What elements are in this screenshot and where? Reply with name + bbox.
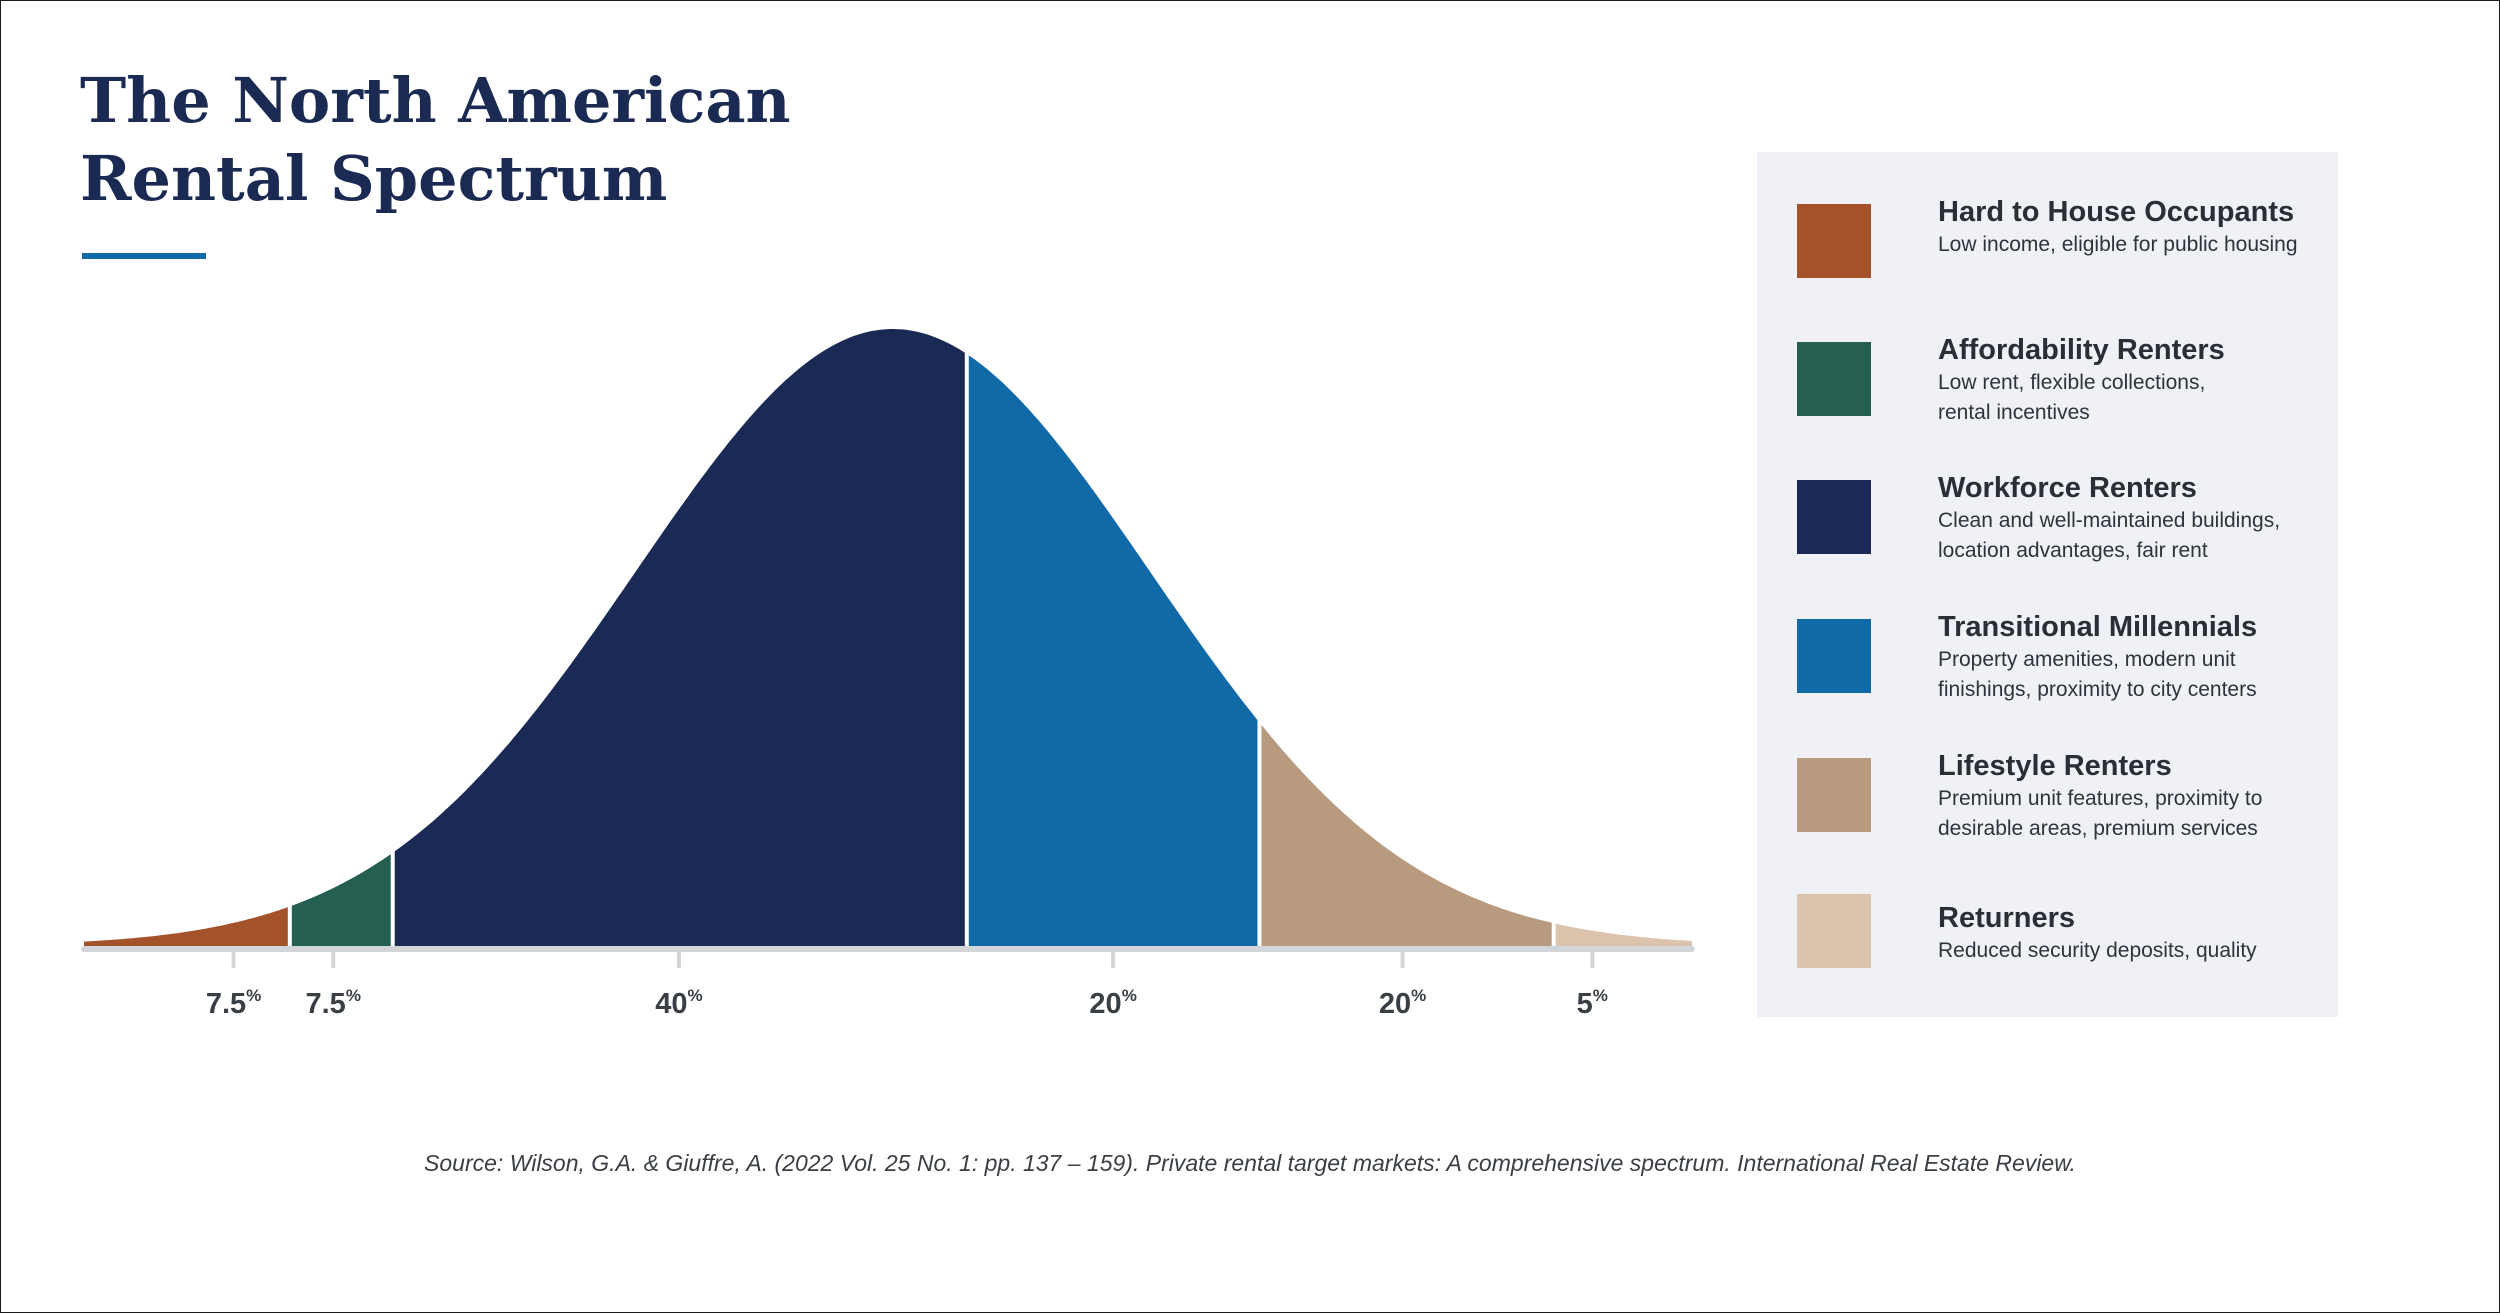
legend-panel: Hard to House Occupants Low income, elig… bbox=[1757, 152, 2338, 1017]
legend-title: Transitional Millennials bbox=[1938, 611, 2258, 643]
legend-desc: Reduced security deposits, quality bbox=[1938, 939, 2257, 962]
legend-desc: Low income, eligible for public housing bbox=[1938, 233, 2298, 256]
legend-title: Returners bbox=[1938, 902, 2075, 934]
legend-desc: Clean and well-maintained buildings, bbox=[1938, 509, 2281, 532]
curve-segment-affordability-renters bbox=[289, 852, 393, 946]
legend-title: Workforce Renters bbox=[1938, 472, 2197, 504]
x-tick-label: 20% bbox=[1379, 986, 1426, 1020]
page-title: The North American Rental Spectrum bbox=[80, 62, 880, 218]
curve-segment-transitional-millennials bbox=[966, 354, 1260, 946]
curve-segments bbox=[84, 329, 1692, 946]
legend-desc: Property amenities, modern unit bbox=[1938, 648, 2236, 671]
legend-swatch-hard-to-house bbox=[1797, 204, 1871, 278]
legend-swatch-lifestyle bbox=[1797, 758, 1871, 832]
curve-segment-workforce-renters bbox=[392, 329, 967, 946]
title-line-1: The North American bbox=[80, 64, 791, 137]
legend-desc: finishings, proximity to city centers bbox=[1938, 678, 2257, 701]
legend-title: Lifestyle Renters bbox=[1938, 750, 2172, 782]
segment-separators bbox=[287, 351, 1556, 946]
legend-title: Hard to House Occupants bbox=[1938, 196, 2295, 228]
legend-swatch-workforce bbox=[1797, 480, 1871, 554]
x-axis-ticks: 7.5% 7.5% 40% 20% 20% 5% bbox=[206, 952, 1608, 1020]
x-tick-label: 20% bbox=[1089, 986, 1136, 1020]
legend-swatch-returners bbox=[1797, 894, 1871, 968]
curve-segment-returners bbox=[1553, 923, 1692, 946]
legend-desc: rental incentives bbox=[1938, 401, 2090, 424]
legend-swatch-transitional bbox=[1797, 619, 1871, 693]
legend-desc: Low rent, flexible collections, bbox=[1938, 371, 2206, 394]
x-tick-label: 7.5% bbox=[206, 986, 261, 1020]
curve-segment-lifestyle-renters bbox=[1259, 722, 1554, 946]
x-tick-label: 5% bbox=[1577, 986, 1608, 1020]
x-tick-label: 7.5% bbox=[306, 986, 361, 1020]
legend-desc: Premium unit features, proximity to bbox=[1938, 787, 2263, 810]
title-accent-rule bbox=[82, 253, 206, 259]
curve-segment-hard-to-house-occupants bbox=[84, 906, 290, 946]
legend-swatch-affordability bbox=[1797, 342, 1871, 416]
legend-title: Affordability Renters bbox=[1938, 334, 2225, 366]
title-line-2: Rental Spectrum bbox=[80, 142, 668, 215]
legend-desc: desirable areas, premium services bbox=[1938, 817, 2258, 840]
source-citation: Source: Wilson, G.A. & Giuffre, A. (2022… bbox=[424, 1150, 2076, 1176]
legend-desc: location advantages, fair rent bbox=[1938, 539, 2208, 562]
x-tick-label: 40% bbox=[655, 986, 702, 1020]
